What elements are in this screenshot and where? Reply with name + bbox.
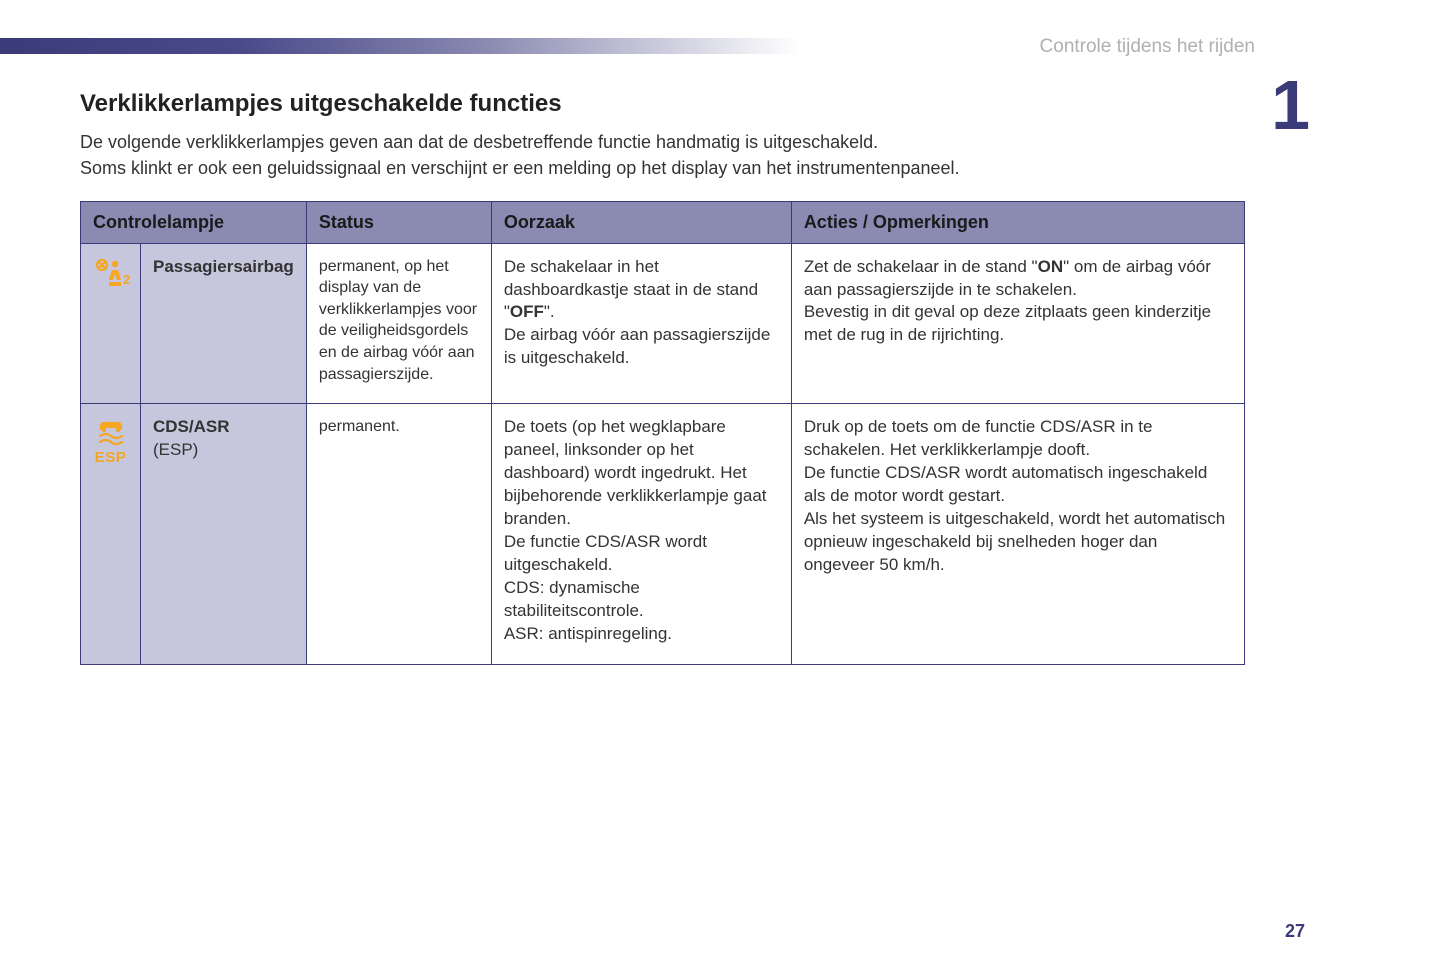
- row1-action-bold: ON: [1038, 257, 1064, 276]
- row1-cause-post: ".De airbag vóór aan passagierszijde is …: [504, 302, 771, 367]
- row1-name-label: Passagiersairbag: [153, 257, 294, 276]
- section-title: Verklikkerlampjes uitgeschakelde functie…: [80, 90, 1245, 118]
- row2-name-label: CDS/ASR: [153, 417, 230, 436]
- row1-icon-cell: 2: [81, 243, 141, 404]
- table-header-row: Controlelampje Status Oorzaak Acties / O…: [81, 201, 1245, 243]
- intro-line-1: De volgende verklikkerlampjes geven aan …: [80, 130, 1245, 154]
- row2-cause-pre: De toets (op het wegklapbare paneel, lin…: [504, 417, 767, 642]
- row1-cause-bold: OFF: [510, 302, 544, 321]
- warning-lights-table: Controlelampje Status Oorzaak Acties / O…: [80, 201, 1245, 665]
- table-row: 2 Passagiersairbag permanent, op het dis…: [81, 243, 1245, 404]
- row2-icon-cell: ESP: [81, 404, 141, 664]
- row2-cause: De toets (op het wegklapbare paneel, lin…: [491, 404, 791, 664]
- col-header-status: Status: [306, 201, 491, 243]
- row2-action-pre: Druk op de toets om de functie CDS/ASR i…: [804, 417, 1225, 574]
- row1-action-pre: Zet de schakelaar in de stand ": [804, 257, 1038, 276]
- row1-cause: De schakelaar in het dashboardkastje sta…: [491, 243, 791, 404]
- row2-name: CDS/ASR (ESP): [141, 404, 307, 664]
- chapter-number: 1: [1271, 70, 1310, 140]
- top-gradient-bar: [0, 38, 800, 54]
- airbag-off-icon: 2: [85, 256, 136, 288]
- col-header-lamp: Controlelampje: [81, 201, 307, 243]
- header-section-label: Controle tijdens het rijden: [1040, 36, 1255, 58]
- page-number: 27: [1285, 921, 1305, 942]
- row1-name: Passagiersairbag: [141, 243, 307, 404]
- intro-line-2: Soms klinkt er ook een geluidssignaal en…: [80, 156, 1245, 180]
- col-header-actions: Acties / Opmerkingen: [791, 201, 1244, 243]
- row2-name-sub: (ESP): [153, 439, 294, 462]
- row1-action: Zet de schakelaar in de stand "ON" om de…: [791, 243, 1244, 404]
- row2-status: permanent.: [306, 404, 491, 664]
- esp-icon: [85, 416, 136, 446]
- row2-action: Druk op de toets om de functie CDS/ASR i…: [791, 404, 1244, 664]
- col-header-cause: Oorzaak: [491, 201, 791, 243]
- table-row: ESP CDS/ASR (ESP) permanent. De toets (o…: [81, 404, 1245, 664]
- esp-icon-label: ESP: [95, 449, 127, 466]
- main-content: Verklikkerlampjes uitgeschakelde functie…: [80, 90, 1245, 665]
- row1-status: permanent, op het display van de verklik…: [306, 243, 491, 404]
- svg-text:2: 2: [123, 272, 130, 287]
